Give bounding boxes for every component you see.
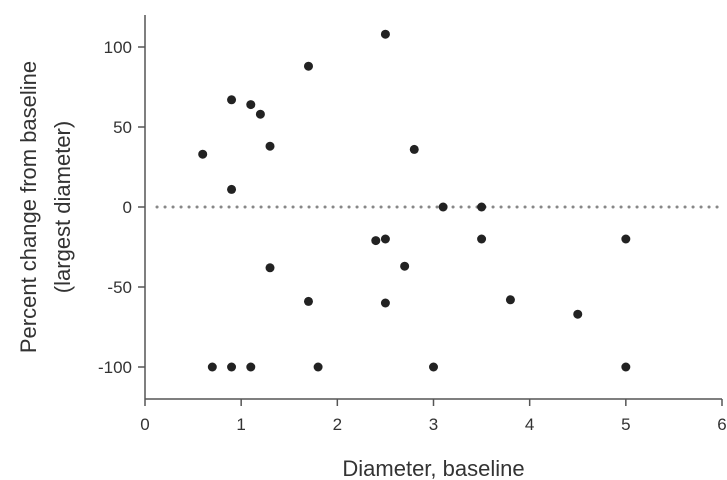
- data-point: [371, 236, 381, 246]
- x-ticks: 0 1 2 3 4 5 6: [140, 399, 727, 434]
- data-point: [227, 95, 237, 105]
- data-point: [438, 202, 448, 212]
- y-axis-title-line-1: Percent change from baseline: [16, 61, 41, 353]
- data-point: [380, 298, 390, 308]
- axes: [144, 15, 722, 400]
- data-point: [246, 362, 256, 372]
- data-point: [477, 202, 487, 212]
- y-ticks: -100 -50 0 50 100: [98, 38, 145, 377]
- data-point: [246, 100, 256, 110]
- x-tick-label: 3: [429, 415, 438, 434]
- x-tick-label: 2: [333, 415, 342, 434]
- data-points: [198, 29, 631, 372]
- data-point: [255, 109, 265, 119]
- y-tick-label: -100: [98, 358, 132, 377]
- data-point: [621, 362, 631, 372]
- data-point: [313, 362, 323, 372]
- x-tick-label: 0: [140, 415, 149, 434]
- data-point: [477, 234, 487, 244]
- data-point: [380, 234, 390, 244]
- data-point: [429, 362, 438, 372]
- data-point: [380, 29, 390, 39]
- data-point: [400, 261, 410, 271]
- data-point: [505, 295, 515, 305]
- data-point: [227, 184, 237, 194]
- data-point: [621, 234, 631, 244]
- x-tick-label: 1: [236, 415, 245, 434]
- x-tick-label: 4: [525, 415, 534, 434]
- y-tick-label: -50: [107, 278, 132, 297]
- data-point: [573, 309, 583, 319]
- y-tick-label: 0: [123, 198, 132, 217]
- data-point: [207, 362, 217, 372]
- x-tick-label: 6: [717, 415, 726, 434]
- x-tick-label: 5: [621, 415, 630, 434]
- y-tick-label: 100: [104, 38, 132, 57]
- data-point: [409, 144, 419, 154]
- y-axis-title-line-2: (largest diameter): [50, 121, 75, 293]
- x-axis-title: Diameter, baseline: [342, 456, 524, 480]
- data-point: [265, 141, 275, 151]
- y-tick-label: 50: [113, 118, 132, 137]
- data-point: [303, 296, 313, 306]
- data-point: [198, 149, 208, 159]
- data-point: [265, 263, 275, 273]
- data-point: [227, 362, 237, 372]
- data-point: [303, 61, 313, 71]
